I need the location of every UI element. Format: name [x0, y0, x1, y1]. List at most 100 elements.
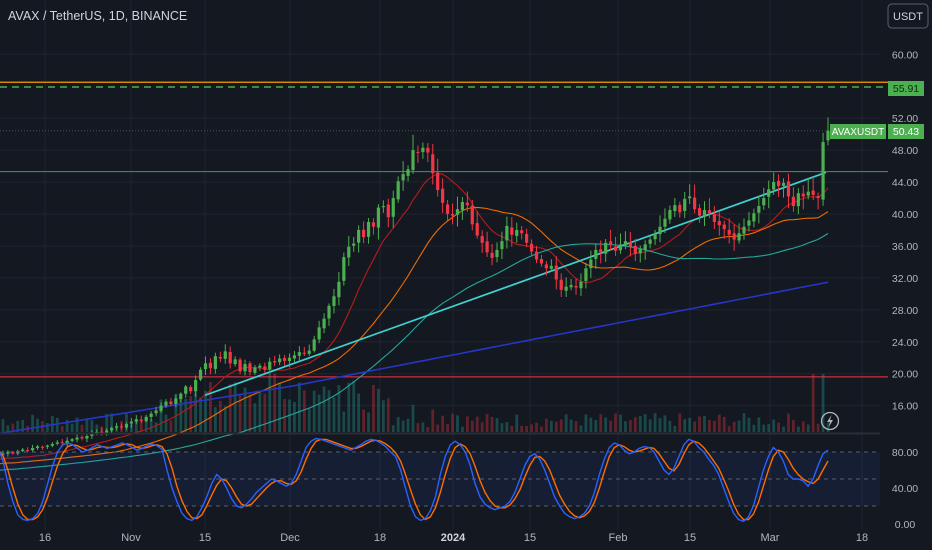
candle-body [194, 380, 198, 392]
volume-bar [144, 417, 148, 432]
volume-bar [297, 382, 301, 432]
candles [1, 117, 830, 457]
volume-bar [11, 423, 15, 432]
candle-body [559, 279, 563, 290]
horizontal-lines[interactable] [0, 81, 888, 378]
symbol-label: AVAXUSDT [832, 127, 884, 138]
volume-bar [584, 414, 588, 432]
candle-body [1, 453, 5, 455]
volume-bar [821, 374, 825, 432]
volume-bar [258, 391, 262, 432]
price-axis[interactable]: 60.00 52.00 48.00 44.00 40.00 36.00 32.00 28.00… [892, 49, 918, 531]
candle-body [342, 257, 346, 281]
resistance-price-label: 55.91 [893, 83, 919, 95]
candle-body [332, 296, 336, 306]
candle-body [228, 351, 232, 364]
time-tick-label: 15 [199, 532, 211, 544]
volume-bar [540, 426, 543, 432]
candle-body [327, 305, 331, 319]
volume-bar [381, 400, 385, 432]
candle-body [431, 154, 435, 174]
candle-body [574, 285, 578, 288]
time-tick-label: Mar [761, 532, 780, 544]
trendline-group[interactable] [204, 171, 827, 397]
price-tick-label: 28.00 [892, 305, 918, 317]
volume-bar [648, 419, 652, 432]
candle-body [292, 355, 297, 359]
volume-bar [134, 421, 138, 432]
candle-body [159, 405, 163, 411]
stoch-d-line [0, 438, 829, 521]
volume-bar [174, 393, 178, 432]
candle-body [357, 229, 361, 243]
volume-bar [60, 425, 64, 432]
currency-button-label[interactable]: USDT [893, 11, 923, 23]
candle-body [554, 265, 558, 280]
candle-body [35, 446, 40, 449]
volume-bar [544, 418, 548, 432]
time-tick-label: 18 [856, 532, 868, 544]
candle-body [426, 147, 430, 153]
candle-body [618, 244, 623, 251]
volume-bar [663, 415, 667, 432]
volume-bar [312, 390, 316, 432]
candle-body [189, 387, 193, 392]
time-tick-label: 18 [374, 532, 386, 544]
volume-bar [589, 417, 593, 432]
candle-body [70, 439, 74, 441]
candle-body [500, 241, 504, 250]
volume-bar [594, 420, 598, 432]
ascending-trendline[interactable] [204, 171, 827, 397]
volume-bar [416, 423, 420, 432]
price-tick-label: 52.00 [892, 113, 918, 125]
stoch-k-line [0, 437, 829, 523]
candle-body [702, 210, 707, 217]
candle-body [683, 198, 687, 211]
candle-body [90, 433, 94, 436]
volume-bar [451, 413, 454, 432]
volume-bar [668, 420, 672, 432]
time-axis[interactable]: 16 Nov 15 Dec 18 2024 15 Feb 15 Mar 18 [39, 532, 868, 544]
candle-body [139, 419, 143, 421]
candle-body [470, 205, 474, 225]
candle-body [100, 431, 104, 433]
stoch-tick-label: 0.00 [895, 519, 916, 531]
candle-body [65, 440, 69, 444]
volume-bar [470, 420, 474, 432]
candle-body [55, 442, 59, 444]
resistance-price-badge: 55.91 [888, 81, 924, 96]
ma-slow-line [0, 233, 829, 471]
candle-body [361, 229, 366, 238]
candle-body [114, 426, 119, 428]
candle-body [796, 193, 800, 207]
ma-long-line [0, 281, 829, 435]
candle-body [480, 236, 484, 243]
candle-body [366, 221, 371, 237]
last-price-badge: AVAXUSDT 50.43 [830, 124, 924, 139]
candle-body [767, 189, 771, 197]
volume-bar [806, 424, 810, 432]
candle-body [584, 268, 588, 281]
candle-body [515, 229, 519, 236]
candle-body [317, 327, 321, 340]
volume-bar [85, 419, 89, 432]
volume-bar [377, 388, 380, 432]
candle-body [263, 366, 267, 370]
volume-bar [703, 416, 706, 432]
volume-bar [80, 424, 84, 432]
time-tick-label: 2024 [441, 532, 466, 544]
candle-body [144, 416, 148, 422]
currency-button[interactable]: USDT [887, 3, 929, 29]
candle-body [80, 437, 84, 439]
candle-body [707, 210, 712, 214]
volume-bar [816, 423, 820, 432]
candle-body [376, 207, 381, 228]
volume-bar [475, 416, 479, 432]
volume-bar [500, 423, 504, 432]
candle-body [401, 174, 405, 181]
volume-bar [495, 418, 499, 432]
lightning-icon[interactable] [820, 411, 840, 431]
candle-body [421, 147, 425, 153]
volume-bar [90, 420, 94, 432]
